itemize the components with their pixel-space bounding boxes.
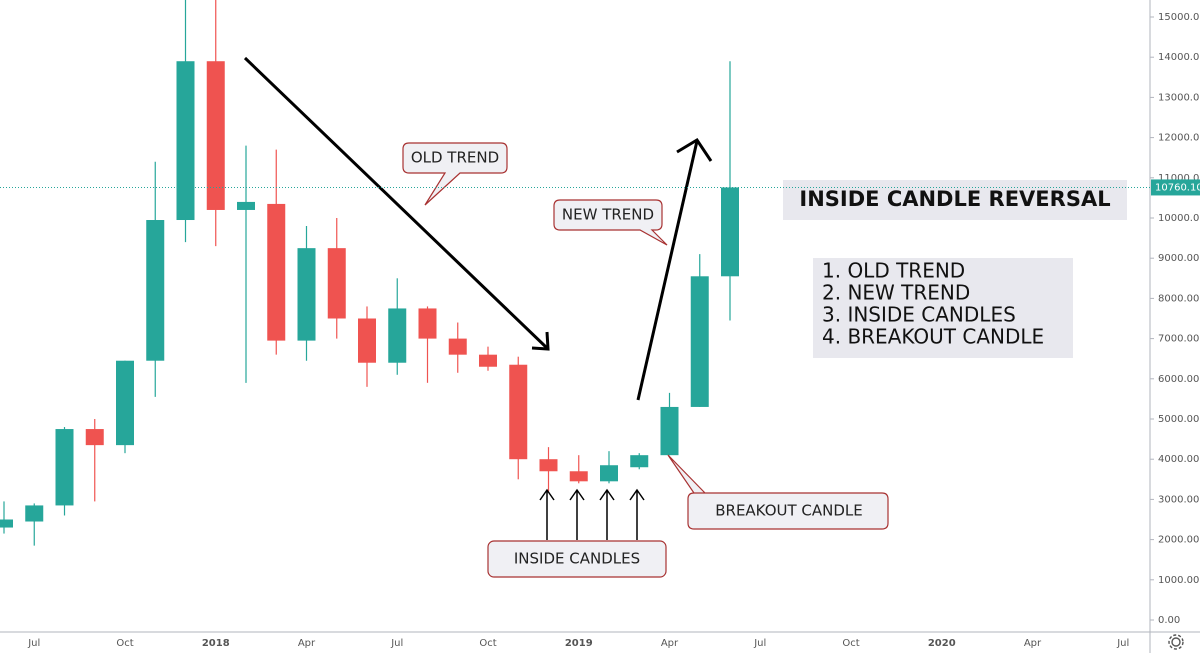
y-tick-label: 1000.00: [1158, 575, 1199, 586]
candle-body: [25, 505, 44, 522]
arrow-head: [676, 137, 713, 162]
x-tick-label: Oct: [116, 638, 133, 649]
y-tick-label: 7000.00: [1158, 334, 1199, 345]
candle-body: [388, 308, 407, 363]
last-price-tag: [1151, 179, 1200, 196]
old-trend-label: OLD TREND: [411, 149, 499, 167]
y-tick-label: 14000.00: [1158, 52, 1200, 63]
old-trend-callout: [402, 142, 508, 206]
legend-item: 1. OLD TREND: [822, 259, 965, 283]
new-trend-arrow: [636, 140, 699, 401]
y-tick-label: 3000.00: [1158, 494, 1199, 505]
candle-body: [358, 318, 376, 363]
inside-candles-callout: [487, 540, 667, 578]
candle-body: [569, 471, 588, 482]
y-tick-label: 4000.00: [1158, 454, 1199, 465]
breakout-label: BREAKOUT CANDLE: [715, 502, 863, 520]
old-trend-arrow: [243, 56, 549, 350]
inside-candles-label: INSIDE CANDLES: [514, 550, 640, 568]
x-tick-label: Jul: [1116, 638, 1129, 649]
x-tick-label: Apr: [661, 638, 679, 649]
new-trend-label: NEW TREND: [562, 206, 654, 224]
legend-item: 4. BREAKOUT CANDLE: [822, 325, 1044, 349]
y-tick-label: 2000.00: [1158, 535, 1199, 546]
inside-arrow: [599, 488, 615, 540]
breakout-callout: [667, 454, 889, 530]
y-tick-label: 0.00: [1158, 615, 1180, 626]
x-tick-label: Apr: [298, 638, 316, 649]
candle-body: [116, 360, 134, 446]
x-tick-label: Oct: [479, 638, 496, 649]
x-tick-label: 2019: [565, 638, 593, 649]
candle-body: [600, 465, 618, 482]
candle-body: [267, 203, 286, 341]
y-tick-label: 13000.00: [1158, 92, 1200, 103]
legend-item: 3. INSIDE CANDLES: [822, 303, 1016, 327]
candle-body: [690, 276, 709, 407]
candle-body: [539, 459, 558, 472]
legend-box: [813, 258, 1073, 358]
candle-body: [448, 338, 467, 355]
inside-arrows: [539, 488, 645, 540]
candle-body: [660, 406, 679, 456]
candle-body: [509, 364, 528, 460]
title-box: [783, 180, 1127, 220]
candle-body: [55, 429, 74, 506]
trend-arrows: [243, 56, 713, 401]
settings-icon[interactable]: [1168, 634, 1184, 650]
callouts: [402, 142, 889, 578]
x-tick-label: Jul: [390, 638, 403, 649]
arrow-head: [531, 331, 550, 351]
candle-body: [479, 354, 497, 367]
candle-body: [85, 429, 104, 446]
y-tick-label: 11000.00: [1158, 173, 1200, 184]
candle-body: [721, 187, 739, 277]
y-tick-label: 15000.00: [1158, 12, 1200, 23]
candle-body: [327, 248, 346, 319]
candle-body: [206, 61, 225, 210]
chart-title: INSIDE CANDLE REVERSAL: [799, 187, 1110, 211]
inside-arrow: [539, 488, 555, 540]
x-tick-label: Jul: [753, 638, 766, 649]
inside-arrow: [629, 488, 645, 540]
plot-area: [0, 0, 739, 546]
legend-item: 2. NEW TREND: [822, 281, 970, 305]
x-tick-label: Jul: [27, 638, 40, 649]
x-tick-label: 2020: [928, 638, 956, 649]
inside-arrow: [569, 488, 585, 540]
candle-body: [0, 519, 13, 528]
candle-body: [630, 455, 649, 468]
candle-body: [176, 61, 195, 221]
x-tick-label: 2018: [202, 638, 230, 649]
y-tick-label: 10000.00: [1158, 213, 1200, 224]
y-tick-label: 12000.00: [1158, 133, 1200, 144]
candle-body: [418, 308, 437, 339]
new-trend-callout: [553, 199, 668, 246]
y-tick-label: 8000.00: [1158, 293, 1199, 304]
x-tick-label: Oct: [842, 638, 859, 649]
y-tick-label: 6000.00: [1158, 374, 1199, 385]
candle-body: [146, 220, 165, 361]
candle-body: [237, 201, 255, 210]
y-tick-label: 9000.00: [1158, 253, 1199, 264]
x-tick-label: Apr: [1024, 638, 1042, 649]
y-tick-label: 5000.00: [1158, 414, 1199, 425]
candle-body: [297, 248, 316, 341]
last-price-label: 10760.10: [1155, 182, 1200, 193]
